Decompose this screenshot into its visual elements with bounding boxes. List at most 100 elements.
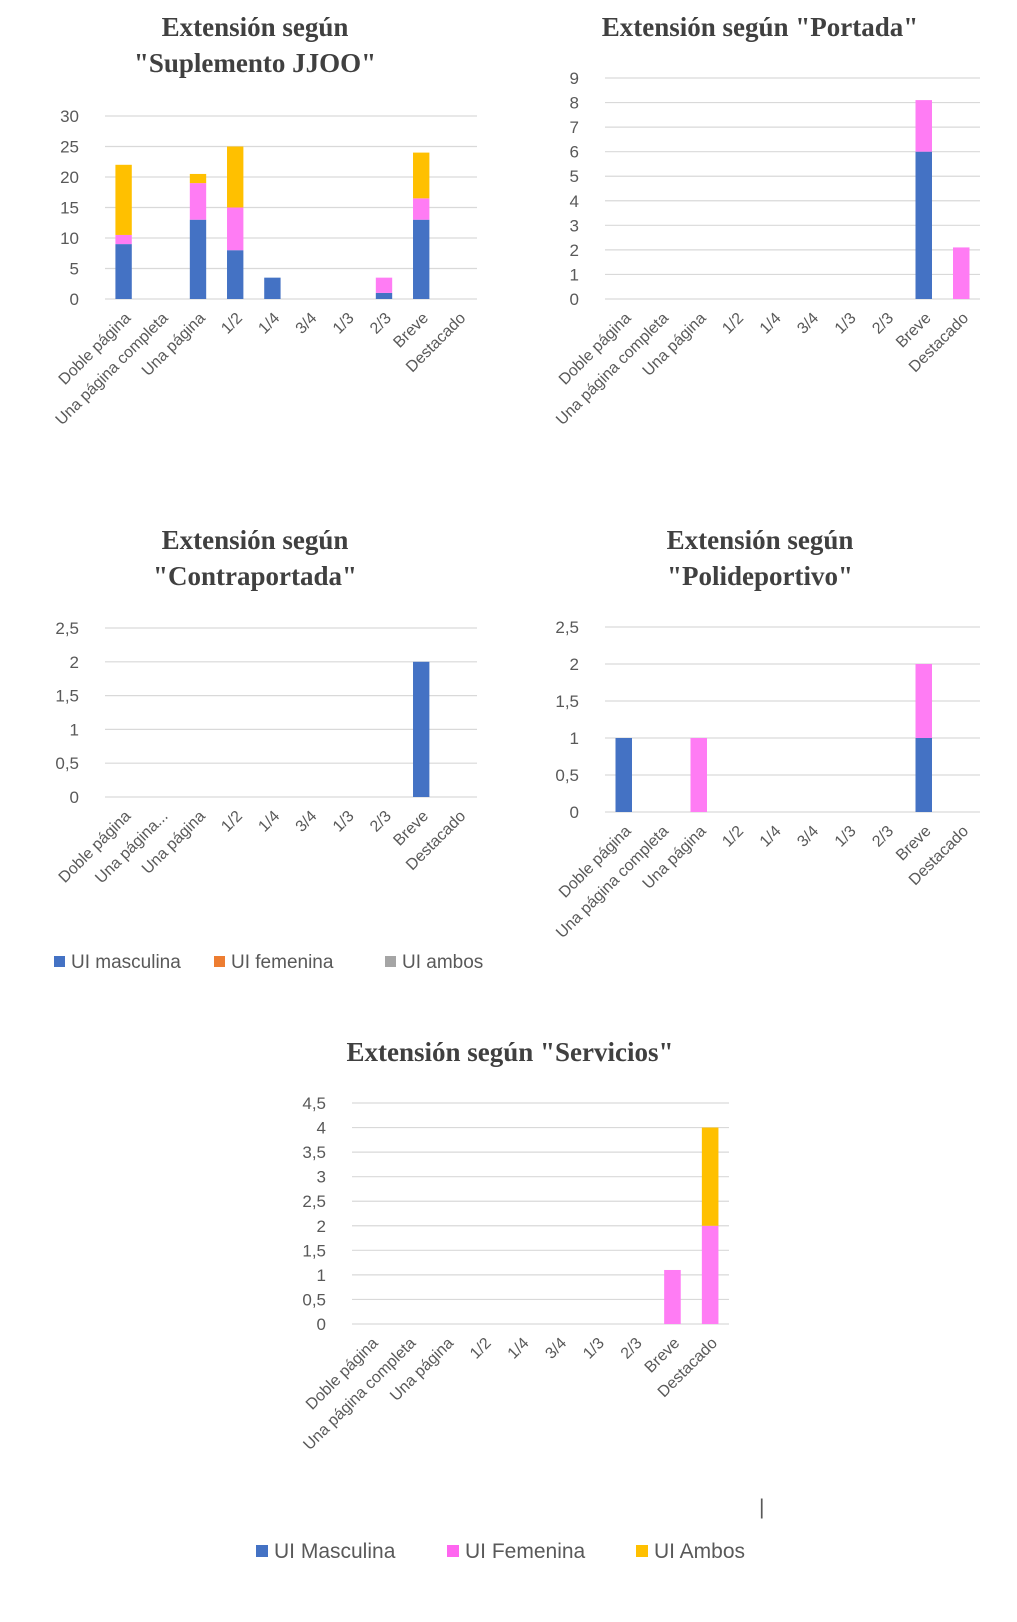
y-tick-label: 20 <box>60 168 79 187</box>
chart-1: Extensión según "Suplemento JJOO" 0 5 10 15 20… <box>53 12 477 429</box>
legend-label: UI Masculina <box>274 1540 396 1563</box>
y-tick-label: 0 <box>70 788 79 807</box>
category-label: 1/2 <box>719 310 747 338</box>
bar-segment-ambos <box>701 1127 719 1226</box>
legend-small: UI masculina UI femenina UI ambos <box>54 952 483 973</box>
chart-3: Extensión según "Contraportada" 0 0,5 1 1,5 2 2… <box>55 525 477 887</box>
bar-segment-masculina <box>413 219 430 299</box>
bar-segment-femenina <box>915 100 932 152</box>
category-label: 1/2 <box>467 1335 495 1363</box>
category-label: 1/2 <box>218 310 246 338</box>
chart-title: Extensión según <box>162 525 349 555</box>
legend-swatch <box>447 1545 459 1557</box>
category-label: 1/4 <box>757 310 785 338</box>
y-tick-label: 1 <box>570 729 579 748</box>
y-tick-label: 10 <box>60 229 79 248</box>
legend-label: UI Ambos <box>654 1540 745 1563</box>
y-tick-label: 0,5 <box>55 754 79 773</box>
category-label: 1/4 <box>255 808 283 836</box>
legend-big: UI Masculina UI Femenina UI Ambos <box>256 1540 745 1563</box>
y-tick-label: 1 <box>70 720 79 739</box>
bar-segment-femenina <box>664 1269 681 1324</box>
bar-segment-masculina <box>264 277 281 299</box>
category-label: 1/3 <box>832 823 860 851</box>
category-label: 1/2 <box>719 823 747 851</box>
category-label: 1/4 <box>255 310 283 338</box>
chart-title: Extensión según "Portada" <box>602 12 919 42</box>
y-tick-label: 1,5 <box>302 1241 326 1260</box>
y-tick-label: 3 <box>317 1168 326 1187</box>
y-tick-label: 2 <box>317 1217 326 1236</box>
y-tick-label: 1 <box>317 1266 326 1285</box>
y-tick-label: 0 <box>317 1315 326 1334</box>
y-tick-label: 1,5 <box>555 692 579 711</box>
y-tick-label: 2 <box>570 655 579 674</box>
chart-title: Extensión según "Servicios" <box>346 1037 673 1067</box>
y-tick-label: 30 <box>60 107 79 126</box>
bar-segment-femenina <box>701 1225 719 1324</box>
y-tick-label: 2 <box>70 653 79 672</box>
category-label: 1/4 <box>505 1335 533 1363</box>
bar-segment-masculina <box>375 292 393 299</box>
chart-title: "Suplemento JJOO" <box>134 48 376 78</box>
bar-segment-ambos <box>413 152 430 199</box>
legend-label: UI ambos <box>402 952 483 973</box>
chart-5: Extensión según "Servicios" 0 0,5 1 1,5 2 2,5 3… <box>300 1037 729 1454</box>
bar-segment-ambos <box>115 164 132 235</box>
y-tick-label: 2,5 <box>302 1192 326 1211</box>
legend-swatch <box>214 956 225 967</box>
legend-swatch <box>256 1545 268 1557</box>
category-label: 1/3 <box>330 808 358 836</box>
category-label: 3/4 <box>293 808 321 836</box>
y-tick-label: 1,5 <box>55 687 79 706</box>
y-tick-label: 0 <box>570 803 579 822</box>
y-tick-label: 2,5 <box>555 618 579 637</box>
y-tick-label: 0 <box>570 290 579 309</box>
bar-segment-femenina <box>690 738 707 812</box>
bar-segment-masculina <box>915 738 932 812</box>
category-label: 1/4 <box>757 823 785 851</box>
y-tick-label: 5 <box>70 260 79 279</box>
y-tick-label: 3,5 <box>302 1143 326 1162</box>
bar-segment-femenina <box>115 234 132 245</box>
legend-label: UI Femenina <box>465 1540 586 1563</box>
y-tick-label: 7 <box>570 118 579 137</box>
y-tick-label: 0 <box>70 290 79 309</box>
chart-title: Extensión según <box>162 12 349 42</box>
y-tick-label: 0,5 <box>302 1290 326 1309</box>
y-tick-label: 15 <box>60 199 79 218</box>
y-tick-label: 5 <box>570 167 579 186</box>
bar-segment-masculina <box>115 244 132 299</box>
y-tick-label: 2,5 <box>55 619 79 638</box>
bar-segment-femenina <box>915 664 932 738</box>
y-tick-label: 4,5 <box>302 1094 326 1113</box>
category-label: 1/3 <box>832 310 860 338</box>
y-tick-label: 0,5 <box>555 766 579 785</box>
bar-segment-masculina <box>413 661 430 797</box>
category-label: 1/2 <box>218 808 246 836</box>
bar-segment-femenina <box>227 207 244 251</box>
legend-swatch <box>54 956 65 967</box>
y-tick-label: 3 <box>570 216 579 235</box>
y-tick-label: 4 <box>570 192 579 211</box>
bar-segment-ambos <box>227 146 244 208</box>
y-tick-label: 4 <box>317 1119 326 1138</box>
category-label: 3/4 <box>542 1335 570 1363</box>
y-tick-label: 2 <box>570 241 579 260</box>
bar-segment-ambos <box>189 173 207 184</box>
category-label: 2/3 <box>869 823 897 851</box>
chart-title: Extensión según <box>667 525 854 555</box>
legend-swatch <box>636 1545 648 1557</box>
y-tick-label: 9 <box>570 69 579 88</box>
category-label: 3/4 <box>794 310 822 338</box>
bar-segment-masculina <box>915 151 932 299</box>
category-label: 2/3 <box>618 1335 646 1363</box>
legend-label: UI femenina <box>231 952 334 973</box>
category-label: 2/3 <box>367 310 395 338</box>
bar-segment-femenina <box>413 198 430 220</box>
chart-4: Extensión según "Polideportivo" 0 0,5 1 1,5 2 2… <box>553 525 980 942</box>
y-tick-label: 25 <box>60 138 79 157</box>
y-tick-label: 6 <box>570 143 579 162</box>
bar-segment-femenina <box>953 247 970 299</box>
